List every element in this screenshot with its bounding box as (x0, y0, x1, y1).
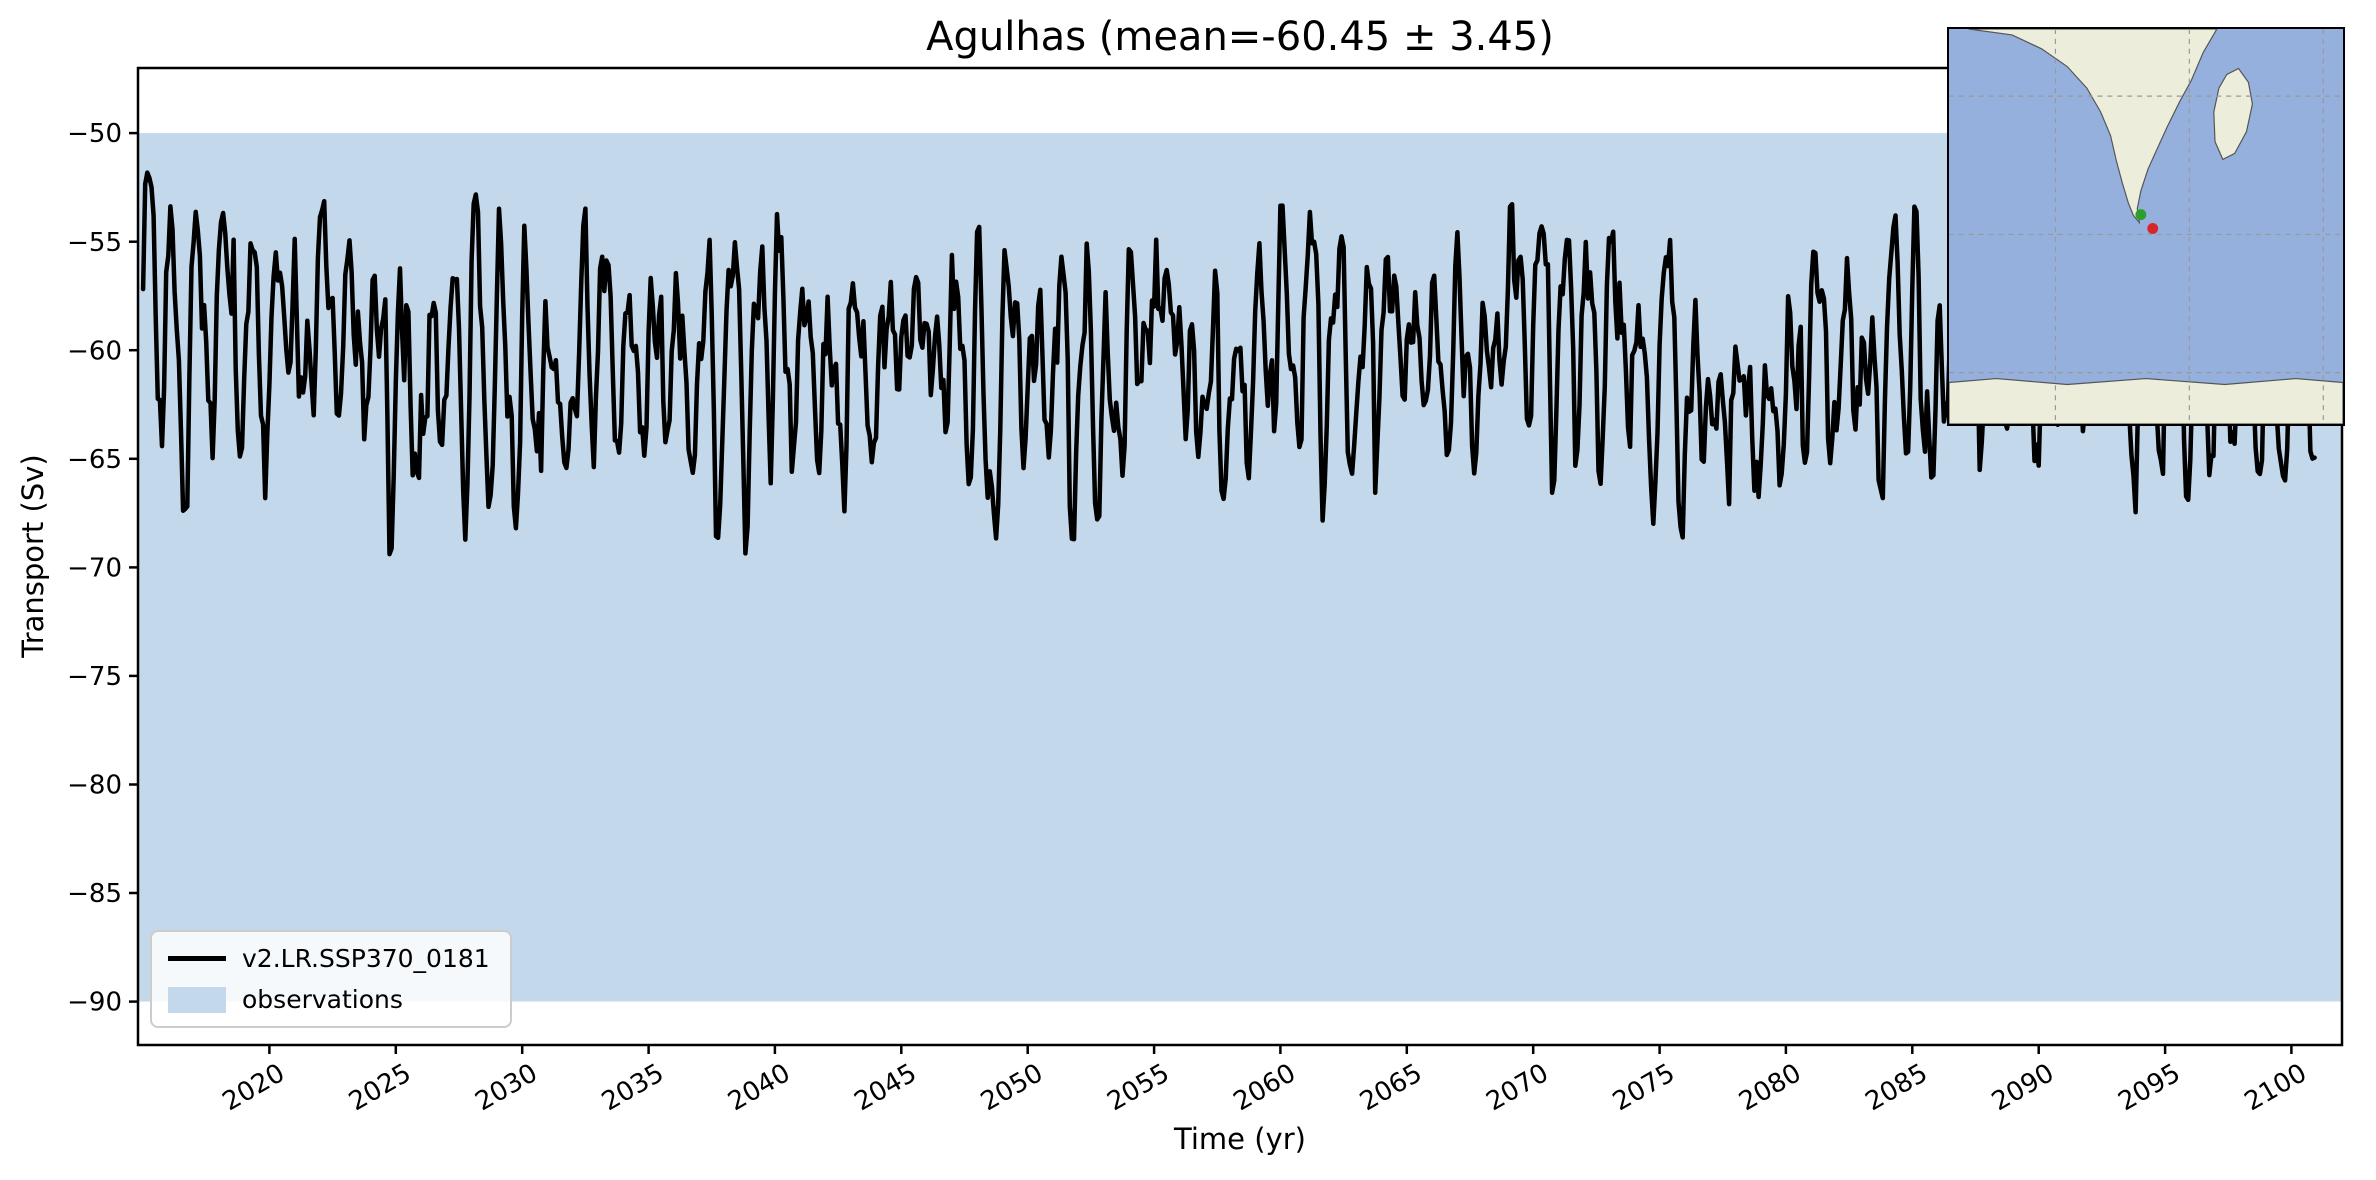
y-axis-label: Transport (Sv) (16, 454, 50, 658)
x-tick-label: 2020 (218, 1058, 290, 1117)
y-tick-label: −60 (67, 336, 122, 366)
observations-patch-swatch (168, 986, 226, 1013)
x-tick-label: 2035 (597, 1058, 669, 1117)
x-tick-label: 2045 (850, 1058, 922, 1117)
y-tick-label: −50 (67, 119, 122, 149)
x-tick-label: 2080 (1734, 1058, 1806, 1117)
x-tick-label: 2055 (1102, 1058, 1174, 1117)
x-tick-label: 2050 (976, 1058, 1048, 1117)
y-tick-label: −65 (67, 445, 122, 475)
y-tick-label: −85 (67, 879, 122, 909)
x-tick-label: 2060 (1229, 1058, 1301, 1117)
x-tick-label: 2095 (2113, 1058, 2185, 1117)
legend-label-observations: observations (242, 985, 403, 1014)
inset-land-antarctica (1949, 377, 2343, 424)
inset-land-africa (1968, 29, 2218, 225)
y-tick-label: −55 (67, 228, 122, 258)
x-tick-label: 2070 (1481, 1058, 1553, 1117)
legend: v2.LR.SSP370_0181 observations (150, 930, 512, 1028)
x-tick-label: 2030 (470, 1058, 542, 1117)
x-tick-label: 2075 (1608, 1058, 1680, 1117)
x-tick-label: 2040 (723, 1058, 795, 1117)
x-tick-label: 2100 (2240, 1058, 2312, 1117)
y-tick-label: −75 (67, 662, 122, 692)
inset-map-canvas (1949, 29, 2343, 424)
x-tick-label: 2065 (1355, 1058, 1427, 1117)
inset-map (1947, 27, 2345, 426)
obs-point-marker (2147, 223, 2159, 234)
x-tick-label: 2025 (344, 1058, 416, 1117)
model-point-marker (2135, 209, 2147, 221)
y-tick-label: −90 (67, 988, 122, 1018)
x-tick-label: 2090 (1987, 1058, 2059, 1117)
legend-item-series: v2.LR.SSP370_0181 (168, 944, 490, 973)
chart-title: Agulhas (mean=-60.45 ± 3.45) (926, 14, 1554, 60)
legend-item-observations: observations (168, 985, 490, 1014)
y-tick-label: −70 (67, 554, 122, 584)
x-tick-label: 2085 (1861, 1058, 1933, 1117)
legend-label-series: v2.LR.SSP370_0181 (242, 944, 490, 973)
y-tick-label: −80 (67, 771, 122, 801)
inset-land-madagascar (2213, 67, 2254, 161)
axes-frame (136, 66, 2344, 1047)
x-axis-label: Time (yr) (1174, 1122, 1306, 1156)
series-line-swatch (168, 956, 226, 961)
